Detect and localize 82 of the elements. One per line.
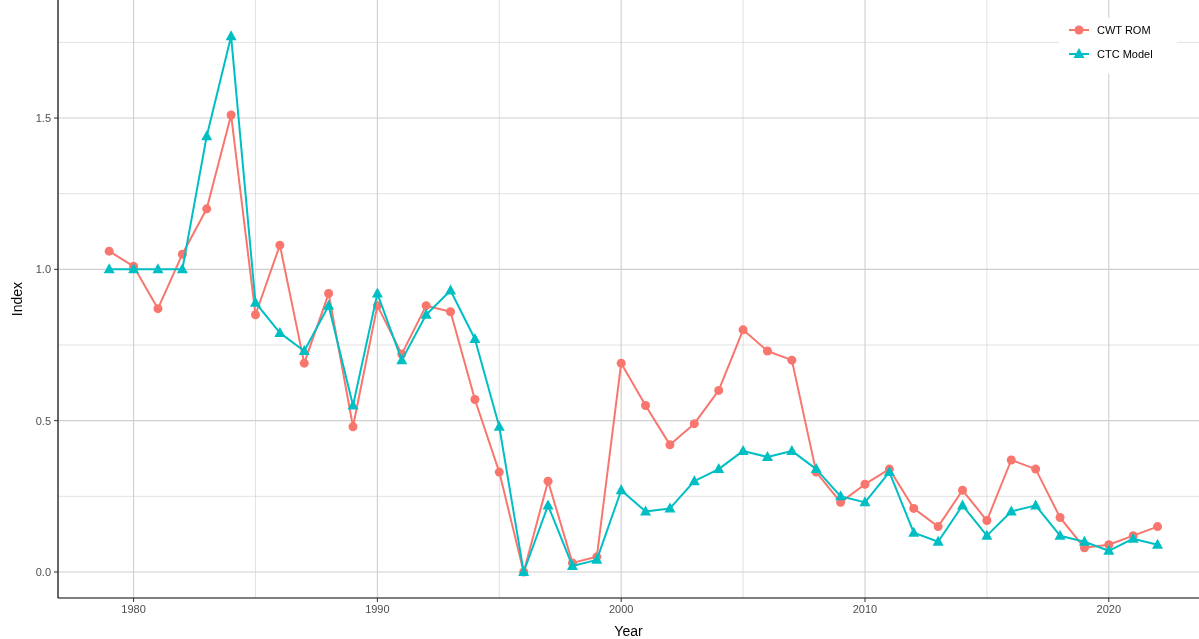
y-tick-label: 1.5: [35, 112, 51, 125]
point: [104, 246, 114, 256]
point: [738, 325, 748, 335]
point: [835, 490, 847, 501]
point: [371, 287, 383, 298]
x-tick-label: 1980: [121, 603, 146, 615]
point: [323, 299, 335, 310]
point: [1030, 499, 1042, 510]
point: [225, 30, 237, 41]
point: [494, 467, 504, 477]
x-tick-label: 1990: [365, 603, 390, 615]
point: [932, 535, 944, 546]
point: [761, 450, 773, 461]
point: [103, 263, 115, 274]
point: [202, 204, 212, 214]
y-tick-label: 0.0: [35, 565, 51, 578]
point: [689, 419, 699, 429]
point: [421, 301, 431, 311]
point: [493, 420, 505, 431]
point: [469, 332, 481, 343]
point: [1152, 538, 1164, 549]
point: [250, 310, 260, 320]
point: [299, 358, 309, 368]
point: [810, 463, 822, 474]
point: [201, 130, 213, 141]
point: [1103, 544, 1115, 555]
point: [909, 503, 919, 513]
point: [1153, 522, 1163, 532]
y-tick-label: 0.5: [35, 414, 51, 427]
point: [1078, 535, 1090, 546]
point: [152, 263, 164, 274]
point: [542, 499, 554, 510]
point: [470, 394, 480, 404]
point: [762, 346, 772, 356]
y-axis-title: Index: [9, 281, 25, 317]
point: [786, 444, 798, 455]
point: [664, 502, 676, 513]
point: [153, 304, 163, 314]
point: [641, 401, 651, 411]
point: [616, 358, 626, 368]
point: [420, 308, 432, 319]
point: [298, 345, 310, 356]
point: [324, 289, 334, 299]
x-axis-title: Year: [614, 623, 643, 639]
point: [348, 422, 358, 432]
point: [445, 284, 457, 295]
x-tick-label: 2010: [852, 603, 878, 615]
point: [1055, 513, 1065, 522]
point: [981, 529, 993, 540]
point: [688, 475, 700, 486]
point: [933, 522, 943, 532]
point: [908, 526, 920, 537]
point: [1031, 464, 1041, 474]
point: [737, 444, 749, 455]
x-tick-label: 2020: [1096, 603, 1122, 615]
point: [640, 505, 652, 516]
point: [226, 110, 236, 120]
point: [543, 476, 553, 486]
legend-label: CWT ROM: [1097, 24, 1151, 36]
point: [859, 496, 871, 507]
point: [714, 385, 724, 395]
point: [713, 463, 725, 474]
point: [347, 399, 359, 410]
y-tick-label: 1.0: [35, 263, 51, 276]
point: [396, 354, 408, 365]
point: [982, 516, 992, 526]
point: [957, 499, 969, 510]
point: [176, 263, 188, 274]
point: [275, 240, 285, 250]
point: [787, 355, 797, 365]
point: [1054, 529, 1066, 540]
point: [665, 440, 675, 450]
point: [860, 479, 870, 489]
point: [958, 485, 968, 495]
x-tick-label: 2000: [608, 603, 634, 615]
point: [274, 326, 286, 337]
point: [249, 296, 261, 307]
point: [615, 484, 627, 495]
point: [1006, 455, 1016, 465]
point: [446, 307, 456, 317]
point: [1005, 505, 1017, 516]
legend-label: CTC Model: [1097, 48, 1153, 60]
